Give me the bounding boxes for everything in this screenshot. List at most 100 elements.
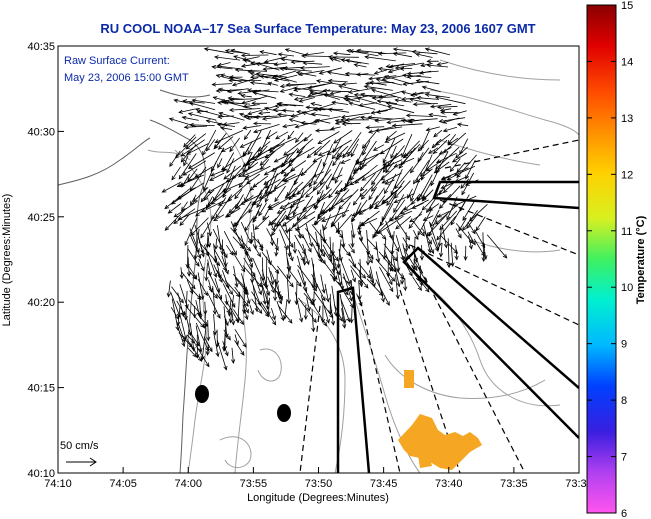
current-vector [400, 199, 429, 215]
current-vector [369, 75, 397, 80]
current-vector [187, 168, 198, 182]
current-vector-head [212, 310, 217, 316]
current-vector-head [298, 98, 304, 103]
current-vector-head [210, 167, 215, 173]
current-vector [244, 217, 254, 232]
current-vector-head [251, 200, 257, 206]
current-vector-head [249, 74, 255, 80]
current-vector [374, 200, 389, 209]
current-vector [413, 160, 430, 185]
current-vector-head [450, 262, 455, 268]
current-vector-head [348, 101, 354, 106]
current-vector-head [283, 178, 289, 183]
current-vector [230, 227, 251, 252]
current-vector [455, 228, 462, 238]
current-vector [252, 272, 262, 295]
current-vector [282, 109, 295, 112]
current-vector [250, 82, 272, 85]
current-vector [311, 301, 327, 327]
current-vector-head [325, 297, 330, 303]
current-vector [207, 270, 222, 300]
current-vector-head [273, 158, 279, 163]
current-vector-head [359, 282, 364, 288]
current-vector-head [327, 107, 333, 112]
current-vector-head [425, 167, 431, 172]
current-vector-head [307, 85, 313, 90]
current-vector [271, 214, 287, 236]
current-vector [439, 185, 461, 209]
current-vector-head [350, 216, 356, 222]
current-vector [271, 307, 276, 320]
current-vector [257, 238, 263, 251]
current-vector-head [274, 103, 279, 109]
current-vector [356, 97, 387, 107]
current-vector [378, 52, 407, 55]
current-vector [335, 178, 359, 194]
current-vector-head [350, 176, 355, 182]
current-vector [274, 151, 295, 163]
current-vector [278, 221, 294, 248]
current-vector-head [297, 282, 302, 287]
current-vector-head [403, 206, 409, 211]
current-vector [441, 167, 469, 180]
current-vector-head [296, 190, 302, 196]
current-vector [268, 193, 296, 210]
current-vector-head [370, 187, 376, 192]
current-vector-head [279, 204, 285, 209]
track-outlines [336, 180, 579, 473]
current-vector-head [332, 277, 337, 283]
current-vector [298, 297, 317, 323]
current-vector [168, 203, 182, 214]
current-vector [311, 113, 330, 117]
current-vector [186, 339, 202, 362]
current-vector-head [195, 107, 200, 113]
current-vector [312, 263, 315, 288]
current-vector [349, 102, 376, 110]
current-vector [351, 209, 362, 222]
colorbar-tick-label: 15 [621, 0, 633, 12]
current-vector [222, 270, 230, 289]
current-vector-head [328, 193, 333, 199]
current-vector-head [235, 318, 240, 323]
current-vector-head [405, 244, 411, 250]
current-vector-head [377, 66, 383, 72]
current-vector-head [258, 309, 263, 315]
current-vector [296, 195, 314, 221]
current-vector-head [360, 165, 364, 171]
current-vector-head [353, 92, 359, 98]
current-vector [223, 231, 237, 255]
x-tick-label: 73:50 [305, 478, 333, 490]
current-vector [181, 173, 190, 188]
current-vector [360, 173, 376, 192]
current-vector-head [349, 303, 354, 309]
current-vector [251, 291, 269, 317]
current-vector [316, 173, 333, 195]
current-vector-head [269, 148, 274, 153]
x-tick-label: 73:35 [500, 478, 528, 490]
current-vector [213, 214, 225, 222]
current-vector [295, 216, 316, 231]
current-vector-head [345, 117, 350, 123]
current-vector [350, 165, 361, 181]
current-vector-head [286, 299, 291, 305]
current-vector [316, 119, 331, 124]
current-vector [200, 215, 215, 239]
current-vector [269, 220, 275, 232]
current-vector-head [334, 178, 339, 184]
current-vector-head [267, 81, 272, 86]
current-vector-head [310, 102, 316, 107]
current-vector-head [349, 318, 354, 324]
current-vector-head [175, 326, 180, 331]
current-vector [313, 171, 325, 178]
current-vector-head [351, 212, 357, 217]
current-vector [197, 278, 208, 296]
current-vector [231, 313, 234, 325]
current-vector-head [421, 205, 427, 211]
current-vector [423, 215, 434, 221]
current-vector [187, 248, 200, 267]
current-vector [353, 164, 367, 172]
current-vector-head [299, 65, 305, 71]
current-vector-head [466, 224, 471, 229]
current-vector-head [289, 256, 294, 262]
current-vector-head [360, 92, 365, 97]
